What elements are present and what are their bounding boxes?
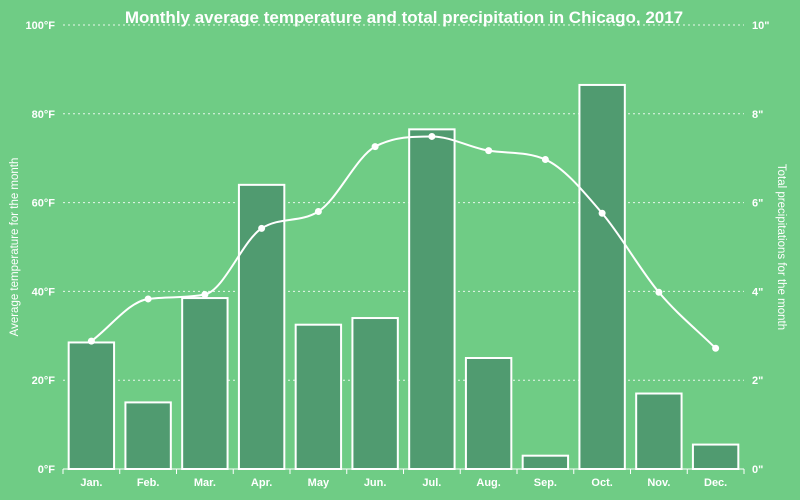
left-tick-label: 20°F: [32, 375, 56, 387]
bar: [124, 401, 172, 470]
bar: [237, 183, 286, 470]
chart-title: Monthly average temperature and total pr…: [125, 8, 683, 27]
left-tick-label: 60°F: [32, 198, 56, 210]
right-tick-label: 2": [752, 375, 763, 387]
left-tick-label: 100°F: [26, 20, 56, 32]
temperature-point: [541, 156, 549, 164]
bar: [181, 297, 229, 470]
x-tick-label: Feb.: [137, 477, 160, 489]
temperature-point: [258, 224, 266, 232]
bar: [351, 317, 399, 471]
temperature-point: [87, 337, 95, 345]
x-tick-label: Nov.: [647, 477, 670, 489]
temperature-point: [598, 209, 606, 217]
left-tick-label: 0°F: [38, 464, 56, 476]
temperature-point: [144, 295, 152, 303]
x-tick-label: Aug.: [476, 477, 500, 489]
x-tick-label: Jul.: [422, 477, 441, 489]
bar: [294, 323, 343, 471]
x-tick-label: Mar.: [194, 477, 216, 489]
x-tick-label: Sep.: [534, 477, 557, 489]
x-tick-label: Jan.: [80, 477, 102, 489]
x-tick-label: Dec.: [704, 477, 727, 489]
bar: [635, 392, 683, 470]
left-axis-title: Average temperature for the month: [9, 158, 21, 337]
left-tick-label: 80°F: [32, 109, 56, 121]
temperature-point: [655, 288, 663, 296]
bar: [408, 128, 456, 470]
precipitation-bars: [67, 83, 740, 471]
x-tick-label: May: [308, 477, 330, 489]
left-tick-label: 40°F: [32, 286, 56, 298]
bar: [464, 357, 513, 470]
axes: 0°F 20°F 40°F 60°F 80°F 100°F 0" 2" 4" 6" 8" 10" Jan…: [26, 20, 770, 489]
temperature-point: [201, 291, 209, 299]
right-tick-label: 10": [752, 20, 769, 32]
temperature-point: [712, 344, 720, 352]
x-tick-label: Jun.: [364, 477, 387, 489]
right-tick-label: 8": [752, 109, 763, 121]
temperature-point: [371, 143, 379, 151]
right-axis-title: Total precipitations for the month: [775, 164, 787, 330]
right-tick-label: 6": [752, 198, 763, 210]
x-tick-label: Apr.: [251, 477, 272, 489]
bar: [691, 443, 740, 470]
temperature-point: [485, 147, 493, 155]
gridlines: [63, 24, 744, 381]
bar: [578, 83, 626, 470]
temperature-point: [314, 207, 322, 215]
temperature-line: [87, 132, 720, 352]
bar: [521, 454, 570, 470]
right-tick-label: 4": [752, 286, 763, 298]
right-tick-label: 0": [752, 464, 763, 476]
x-tick-label: Oct.: [591, 477, 612, 489]
temperature-point: [428, 132, 436, 140]
bar: [67, 341, 116, 470]
